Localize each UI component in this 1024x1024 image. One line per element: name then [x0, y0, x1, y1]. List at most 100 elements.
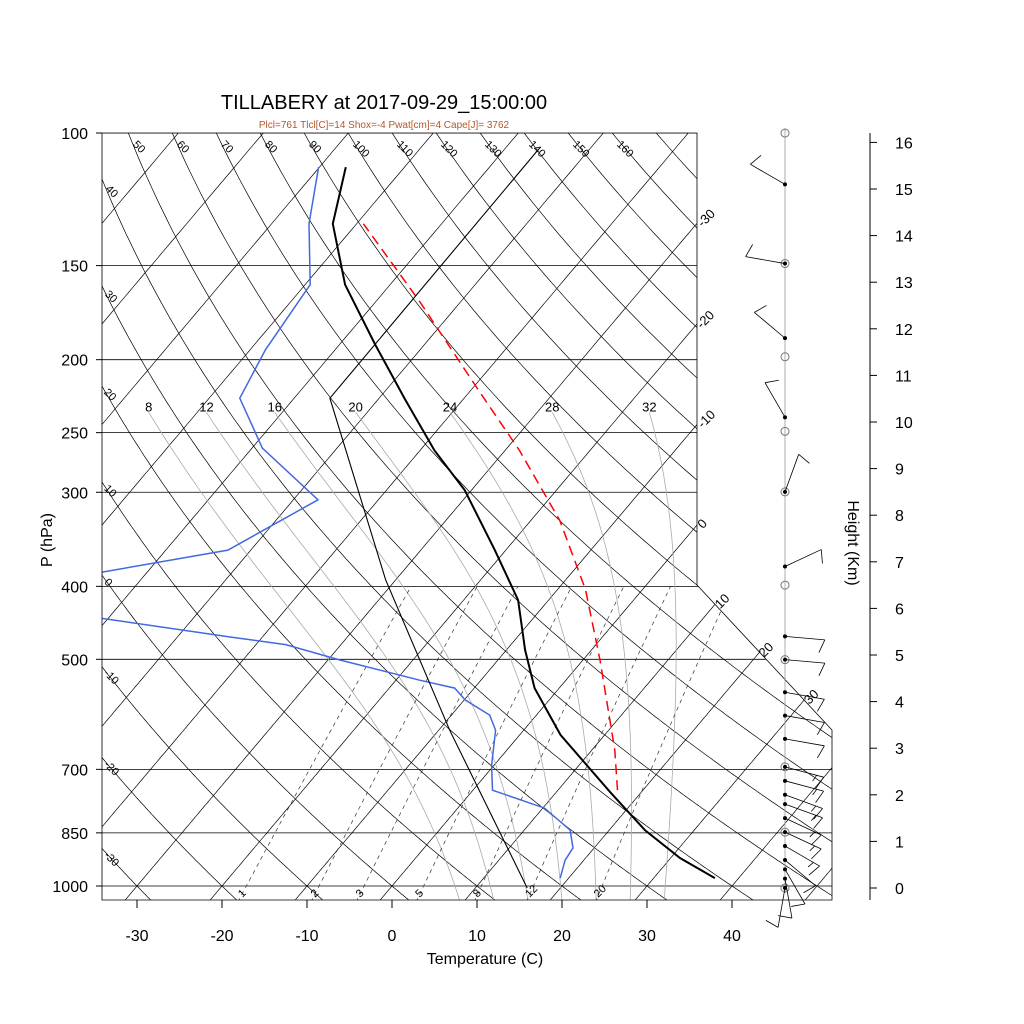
moist-adiabat-line: [551, 412, 632, 900]
wind-barb-flag: [765, 920, 779, 928]
mixing-ratio-label: 1: [236, 887, 249, 900]
observation-circle: [780, 259, 790, 269]
wind-barb-staff: [784, 817, 822, 836]
moist-adiabat-line: [648, 412, 677, 900]
moist-adiabat-label: 8: [145, 399, 152, 414]
dry-adiabat-label: 70: [218, 139, 235, 156]
wind-barb: [783, 713, 825, 735]
observation-circle: [780, 883, 790, 893]
wind-barb: [783, 454, 810, 494]
plot-frame: [101, 132, 833, 901]
wind-barb: [783, 549, 823, 569]
dry-adiabat-label: 60: [174, 139, 191, 156]
wind-barb-staff: [777, 887, 786, 928]
wind-barb: [754, 305, 787, 341]
wind-barb-staff: [784, 766, 824, 778]
wind-barb-staff: [784, 780, 824, 792]
wind-barb: [783, 690, 825, 712]
moist-adiabat-line: [449, 412, 597, 900]
mixing-ratio-label: 20: [592, 883, 609, 900]
wind-barb-flag: [817, 745, 825, 759]
height-tick-label: 16: [895, 135, 913, 152]
wind-barb-staff: [784, 869, 806, 905]
wind-barb: [745, 244, 787, 266]
wind-barb: [783, 736, 825, 759]
dry-adiabat-label: 50: [130, 139, 147, 156]
dry-adiabat-line: [215, 133, 832, 900]
wind-barb-staff: [784, 831, 822, 850]
wind-barb: [765, 886, 787, 928]
dry-adiabat-line: [171, 133, 832, 900]
moist-adiabat-line: [274, 412, 529, 900]
height-tick-label: 4: [895, 695, 904, 712]
wind-barb-flag: [818, 662, 826, 676]
height-tick-label: 3: [895, 741, 904, 758]
wind-barb: [783, 802, 823, 829]
isotherm-line: [545, 133, 832, 900]
height-tick-label: 5: [895, 648, 904, 665]
moist-adiabat-label: 24: [443, 399, 457, 414]
height-axis-label: Height (Km): [844, 500, 861, 585]
dry-adiabat-label: 0: [102, 576, 115, 589]
height-tick-label: 11: [895, 368, 912, 385]
wind-barb-flag: [811, 848, 822, 860]
dry-adiabat-line: [102, 133, 243, 900]
wind-barb-flag: [807, 862, 814, 868]
dry-adiabat-line: [435, 133, 832, 900]
wind-barb-flag: [813, 817, 823, 829]
x-tick-label: -10: [295, 928, 318, 945]
wind-barb-flag: [820, 549, 823, 564]
moist-adiabat-label: 20: [348, 399, 362, 414]
mixing-ratio-line: [310, 586, 478, 900]
observation-circle: [780, 128, 790, 138]
height-tick-label: 0: [895, 881, 904, 898]
mixing-ratio-label: 2: [309, 887, 322, 900]
isotherm-line: [205, 133, 832, 900]
wind-barb-flag: [818, 639, 826, 653]
wind-barb-flag: [812, 775, 818, 782]
dry-adiabat-label: 140: [526, 139, 547, 160]
isotherm-line: [102, 133, 519, 900]
wind-barb-flag: [817, 699, 825, 712]
wind-barb-flag: [812, 789, 818, 796]
wind-barb-flag: [811, 834, 822, 846]
y-tick-label: 250: [61, 426, 88, 443]
dry-adiabat-line: [102, 133, 675, 900]
wind-barb-flag: [815, 776, 824, 789]
y-tick-label: 850: [61, 826, 88, 843]
wind-barb-flag: [803, 885, 816, 894]
x-tick-label: 30: [638, 928, 656, 945]
x-tick-label: 10: [468, 928, 486, 945]
dry-adiabat-label: 120: [438, 139, 459, 160]
wind-barb-staff: [784, 715, 825, 723]
dry-adiabat-label: -20: [101, 759, 121, 779]
y-tick-label: 700: [61, 762, 88, 779]
y-tick-label: 100: [61, 126, 88, 143]
dry-adiabat-line: [391, 133, 832, 900]
reference-profile-line: [329, 148, 540, 889]
y-tick-label: 1000: [52, 879, 88, 896]
isotherm-label: -10: [694, 407, 718, 431]
plot-area: [0, 133, 832, 905]
mixing-ratio-line: [595, 586, 733, 900]
wind-barb: [783, 867, 806, 907]
dry-adiabat-line: [0, 133, 69, 905]
height-tick-label: 15: [895, 182, 913, 199]
wind-barb: [750, 155, 787, 187]
isotherm-line: [290, 133, 832, 900]
height-tick-label: 6: [895, 601, 904, 618]
x-axis-label: Temperature (C): [427, 951, 543, 968]
moist-adiabat-line: [148, 412, 461, 900]
wind-barb-staff: [784, 794, 823, 809]
wind-barb-staff: [754, 312, 786, 339]
x-tick-label: 0: [388, 928, 397, 945]
mixing-ratio-line: [415, 586, 573, 900]
dry-adiabat-line: [102, 133, 416, 900]
height-tick-label: 13: [895, 275, 913, 292]
wind-barb-staff: [784, 803, 823, 819]
wind-barb-flag: [754, 305, 767, 313]
x-tick-label: -20: [210, 928, 233, 945]
wind-barb: [783, 764, 824, 789]
wind-barb-flag: [813, 808, 823, 820]
